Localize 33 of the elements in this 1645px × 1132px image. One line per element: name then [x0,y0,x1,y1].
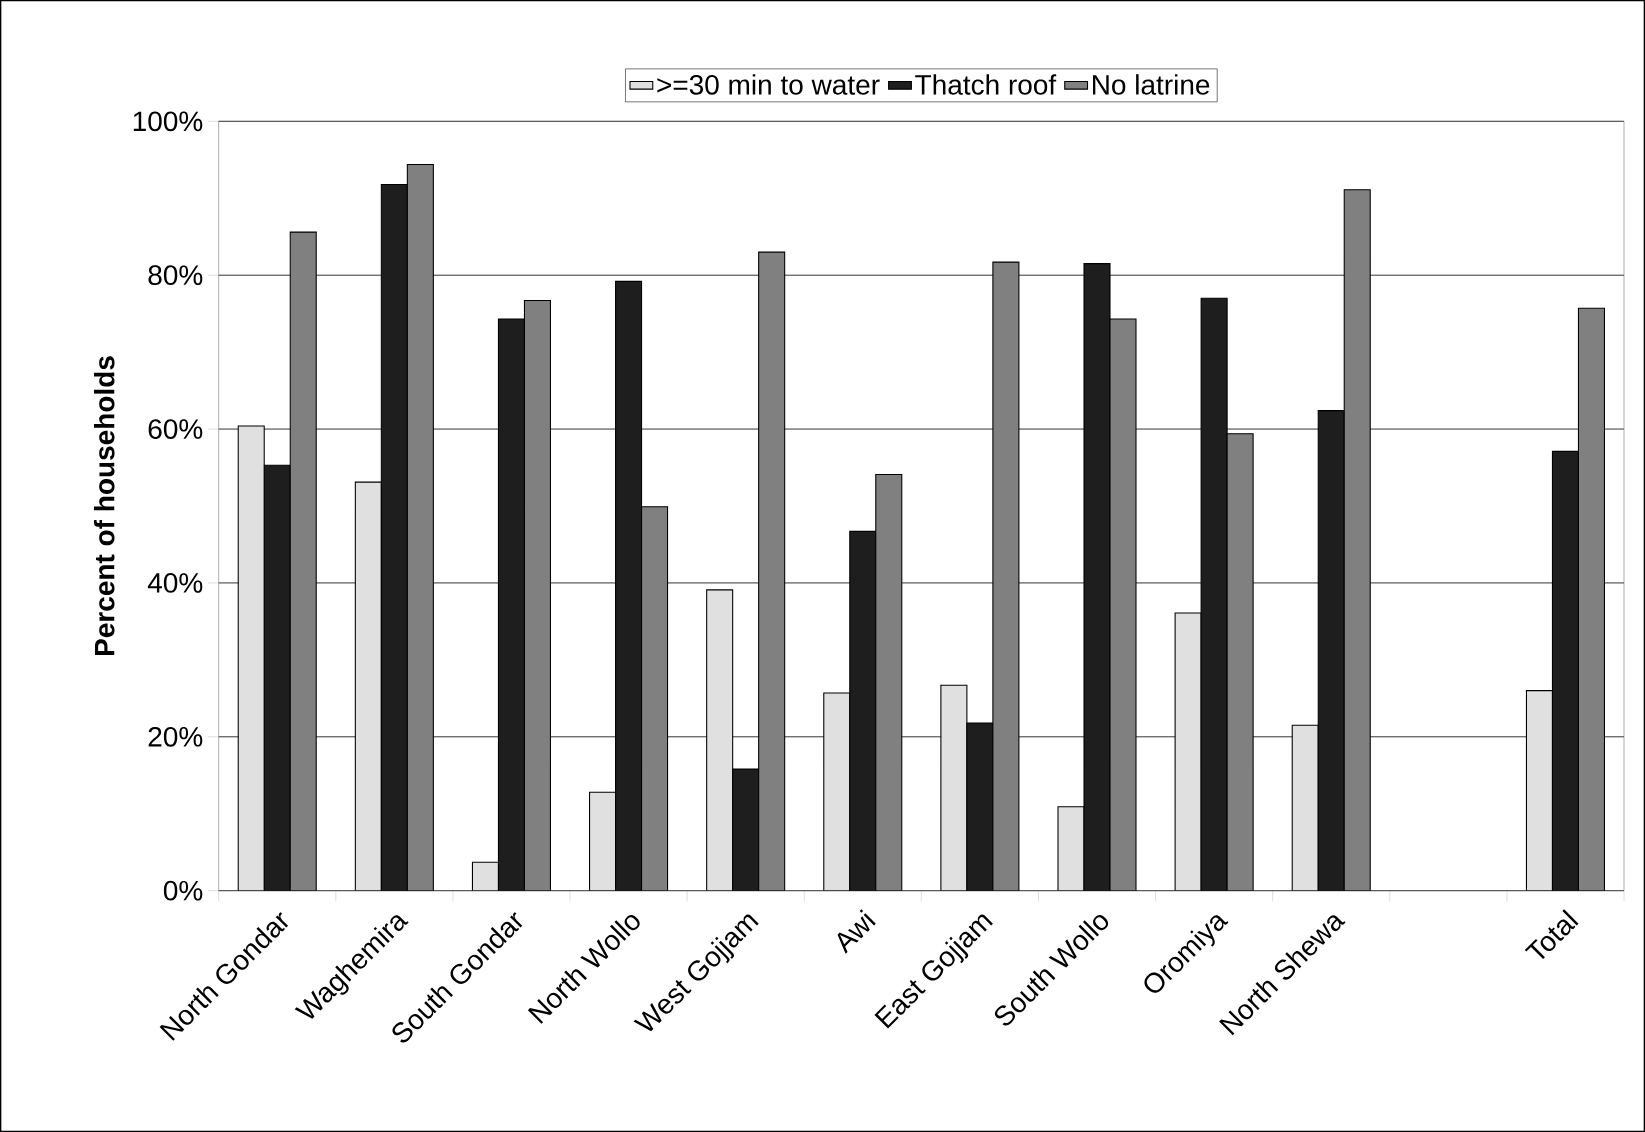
x-tick-label: Awi [837,909,876,954]
y-tick-label: 20% [148,726,203,747]
bar [289,231,317,891]
y-axis-title: Percent of households [93,356,115,656]
bar [875,473,903,891]
bar [354,481,382,891]
bar [589,791,617,891]
legend-label: Thatch roof [915,74,1057,95]
bar [1174,612,1202,891]
bar [823,692,851,891]
y-tick-label: 40% [147,573,203,593]
bar [758,251,786,891]
bar [1109,318,1137,891]
legend-label: No latrine [1093,74,1210,95]
bar [1343,189,1371,891]
bar [1057,806,1085,891]
y-tick-label: 0% [163,880,203,901]
bar [1525,690,1553,891]
bar [992,261,1020,891]
bar [706,589,734,891]
bar [406,163,434,891]
bar [237,425,265,891]
bar [1291,724,1319,891]
bar [1226,433,1254,891]
legend-label: >=30 min to water [657,74,880,95]
bar [940,684,968,891]
bar [1577,307,1605,891]
bar [641,506,669,891]
bar [523,300,551,891]
y-tick-label: 60% [148,419,203,439]
bar [471,861,499,891]
y-tick-label: 100% [133,111,203,132]
y-tick-label: 80% [148,265,203,286]
